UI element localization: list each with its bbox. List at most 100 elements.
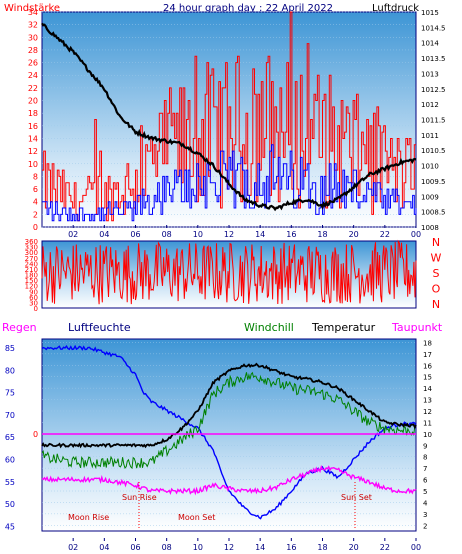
compass-label-o: O <box>432 283 441 296</box>
panel1-x-tick-label: 20 <box>349 230 359 239</box>
panel3-left-tick-label: 75 <box>5 389 15 398</box>
series-dewpoint-line <box>41 464 417 496</box>
panel2-left-tick-label: 300 <box>25 249 38 257</box>
panel1-right-tick-label: 1008.5 <box>421 209 446 217</box>
panel1-left-tick-label: 0 <box>33 223 38 232</box>
compass-label-w: W <box>431 252 442 265</box>
panel3-series <box>41 344 417 520</box>
panel3-right-tick-label: 10 <box>423 431 432 439</box>
panel3-left-axis: 45 50 55 60 65 70 75 80 85 <box>5 344 15 532</box>
panel3-right-tick-label: 14 <box>423 385 432 393</box>
panel1-left-tick-label: 4 <box>33 198 38 207</box>
label-windchill: Windchill <box>244 321 294 334</box>
moon-set-label: Moon Set <box>178 513 215 522</box>
panel3-right-tick-label: 18 <box>423 339 432 347</box>
panel3-left-tick-label: 85 <box>5 344 15 353</box>
compass-label-n: N <box>432 298 440 311</box>
panel3-x-tick-label: 14 <box>255 543 265 550</box>
panel1-x-tick-label: 22 <box>380 230 390 239</box>
series-gust-line <box>42 144 417 222</box>
panel1-right-tick-label: 1013 <box>421 70 439 78</box>
panel1-x-tick-label: 02 <box>68 230 78 239</box>
panel3-left-tick-label: 70 <box>5 411 15 420</box>
panel1-right-axis: 1015 1014.5 1014 1013.5 1013 1012.5 1012 1011.5… <box>421 9 446 232</box>
series-wind-direction-line <box>41 239 417 305</box>
panel1-x-tick-label: 18 <box>317 230 327 239</box>
panel1-right-tick-label: 1015 <box>421 9 439 17</box>
panel1-left-tick-label: 18 <box>28 109 38 118</box>
panel3-right-tick-label: 11 <box>423 419 432 427</box>
panel1-right-tick-label: 1009 <box>421 193 439 201</box>
series-windchill-line <box>41 371 417 470</box>
panel3-left-tick-label: 45 <box>5 523 15 532</box>
panel1-right-tick-label: 1010.5 <box>421 147 446 155</box>
panel1-left-tick-label: 28 <box>28 46 38 55</box>
panel1-right-tick-label: 1011.5 <box>421 117 446 125</box>
panel3-right-tick-label: 13 <box>423 397 432 405</box>
panel2-left-tick-label: 150 <box>25 277 38 285</box>
panel1-left-tick-label: 10 <box>28 160 38 169</box>
panel3-x-tick-label: 20 <box>349 543 359 550</box>
panel1-x-tick-label: 08 <box>162 230 172 239</box>
panel1-left-tick-label: 24 <box>28 71 38 80</box>
panel1-left-tick-label: 30 <box>28 33 38 42</box>
panel1-x-tick-label: 10 <box>193 230 203 239</box>
compass-label-s: S <box>433 267 440 280</box>
panel2-left-tick-label: 180 <box>25 272 38 280</box>
panel2-left-tick-label: 270 <box>25 255 38 263</box>
panel3-right-tick-label: 4 <box>423 499 428 507</box>
moon-rise-label: Moon Rise <box>68 513 109 522</box>
header-left-label: Windstärke <box>4 3 60 14</box>
panel3-x-tick-label: 12 <box>224 543 234 550</box>
panel3-left-tick-label: 80 <box>5 366 15 375</box>
series-humidity-line <box>41 344 417 520</box>
panel1-right-tick-label: 1014.5 <box>421 24 446 32</box>
panel3-x-axis: 02 04 06 08 10 12 14 16 18 20 22 00 <box>68 538 421 552</box>
panel1-right-tick-label: 1014 <box>421 40 439 48</box>
panel1-right-tick-label: 1012 <box>421 101 439 109</box>
panel3-right-tick-label: 7 <box>423 465 427 473</box>
panel1-left-tick-label: 12 <box>28 147 38 156</box>
panel3-right-tick-label: 16 <box>423 362 432 370</box>
series-temperature-line <box>41 362 417 449</box>
series-pressure-line <box>41 22 417 212</box>
rain-zero-label: 0 <box>33 430 38 439</box>
panel2-left-tick-label: 240 <box>25 260 38 268</box>
panel1-right-tick-label: 1012.5 <box>421 86 446 94</box>
label-luftfeuchte: Luftfeuchte <box>68 321 131 334</box>
panel3-right-axis: 2 3 4 5 6 7 8 9 10 11 12 13 14 15 16 17 18 <box>423 339 432 530</box>
panel3-x-tick-label: 08 <box>162 543 172 550</box>
panel1-left-tick-label: 32 <box>28 21 38 30</box>
panel1-x-tick-label: 04 <box>99 230 109 239</box>
panel1-left-tick-label: 8 <box>33 172 38 181</box>
panel3-x-tick-label: 02 <box>68 543 78 550</box>
panel1-right-tick-label: 1008 <box>421 224 439 232</box>
label-taupunkt: Taupunkt <box>391 321 443 334</box>
panel3-right-tick-label: 15 <box>423 374 432 382</box>
panel3-x-tick-label: 18 <box>317 543 327 550</box>
sun-rise-label: Sun Rise <box>122 493 157 502</box>
panel1-right-tick-label: 1009.5 <box>421 178 446 186</box>
label-temperatur: Temperatur <box>311 321 376 334</box>
panel3-right-tick-label: 3 <box>423 511 427 519</box>
header-title: 24 hour graph day : 22 April 2022 <box>163 3 333 14</box>
label-regen: Regen <box>2 321 37 334</box>
panel2-series <box>41 239 417 305</box>
panel3-left-tick-label: 50 <box>5 500 15 509</box>
panel2-left-tick-label: 360 <box>25 238 38 246</box>
series-wind-line <box>42 11 416 222</box>
panel2-left-tick-label: 210 <box>25 266 38 274</box>
panel1-x-tick-label: 12 <box>224 230 234 239</box>
panel1-left-tick-label: 14 <box>28 134 38 143</box>
panel1-right-tick-label: 1013.5 <box>421 55 446 63</box>
panel1-left-tick-label: 2 <box>33 210 38 219</box>
header-right-label: Luftdruck <box>372 3 419 14</box>
panel2-left-tick-label: 90 <box>29 288 38 296</box>
panel1-left-tick-label: 20 <box>28 97 38 106</box>
panel1-x-tick-label: 16 <box>286 230 296 239</box>
panel1-right-tick-label: 1010 <box>421 163 439 171</box>
